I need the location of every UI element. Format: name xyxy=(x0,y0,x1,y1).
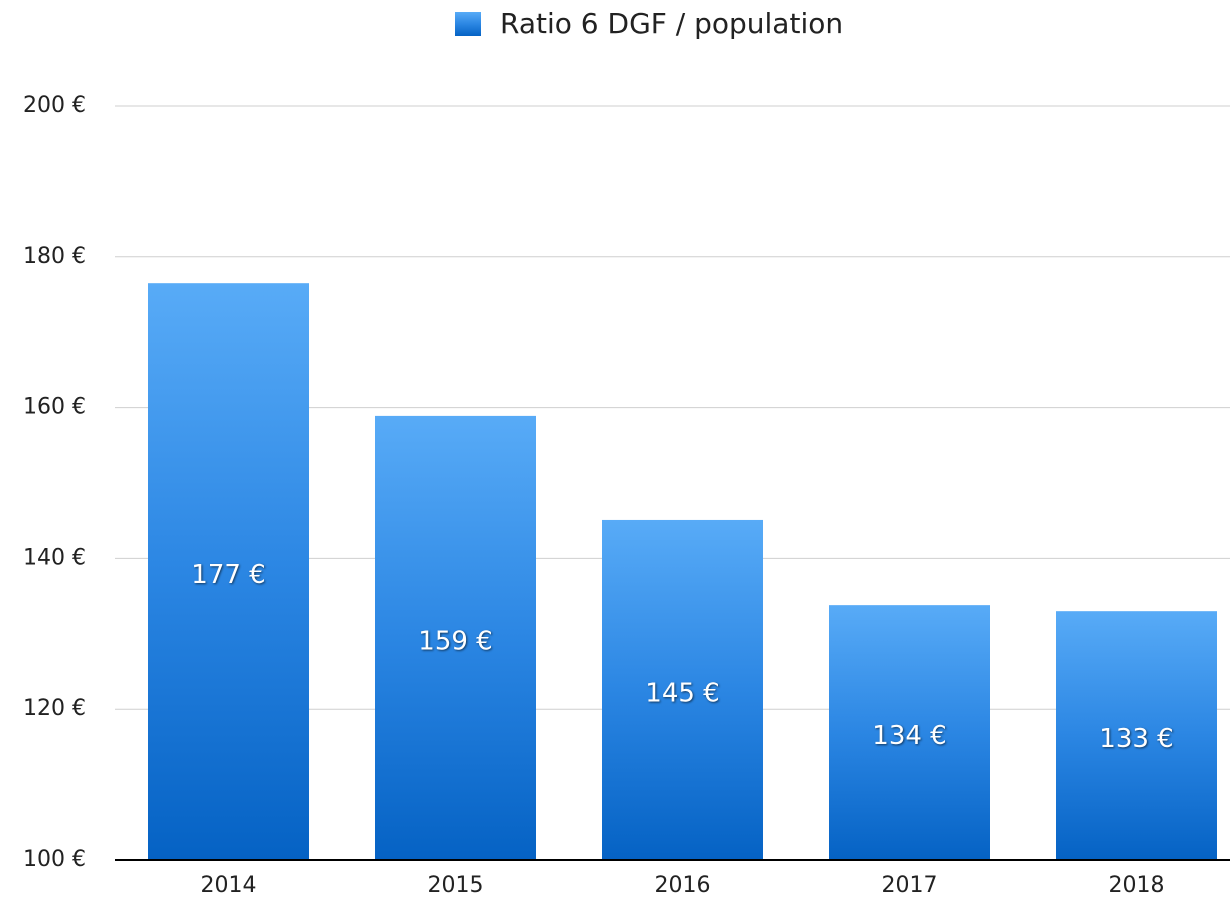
y-tick-label: 140 € xyxy=(23,545,86,570)
bar xyxy=(148,283,309,860)
bar xyxy=(1056,611,1217,860)
x-tick-label: 2016 xyxy=(655,873,711,898)
x-tick-label: 2014 xyxy=(201,873,257,898)
value-label: 177 € xyxy=(191,560,265,590)
bar xyxy=(602,519,763,860)
value-label: 145 € xyxy=(645,678,719,708)
y-tick-label: 120 € xyxy=(23,696,86,721)
y-tick-label: 180 € xyxy=(23,244,86,269)
value-label: 134 € xyxy=(872,721,946,751)
value-label: 133 € xyxy=(1099,724,1173,754)
x-tick-label: 2017 xyxy=(882,873,938,898)
value-label: 159 € xyxy=(418,626,492,656)
y-tick-label: 100 € xyxy=(23,847,86,872)
x-tick-label: 2015 xyxy=(428,873,484,898)
bar xyxy=(829,605,990,860)
legend-label: Ratio 6 DGF / population xyxy=(500,7,843,40)
y-tick-label: 160 € xyxy=(23,395,86,420)
y-tick-label: 200 € xyxy=(23,93,86,118)
bar xyxy=(375,415,536,860)
x-tick-label: 2018 xyxy=(1109,873,1165,898)
legend-swatch xyxy=(455,12,481,36)
